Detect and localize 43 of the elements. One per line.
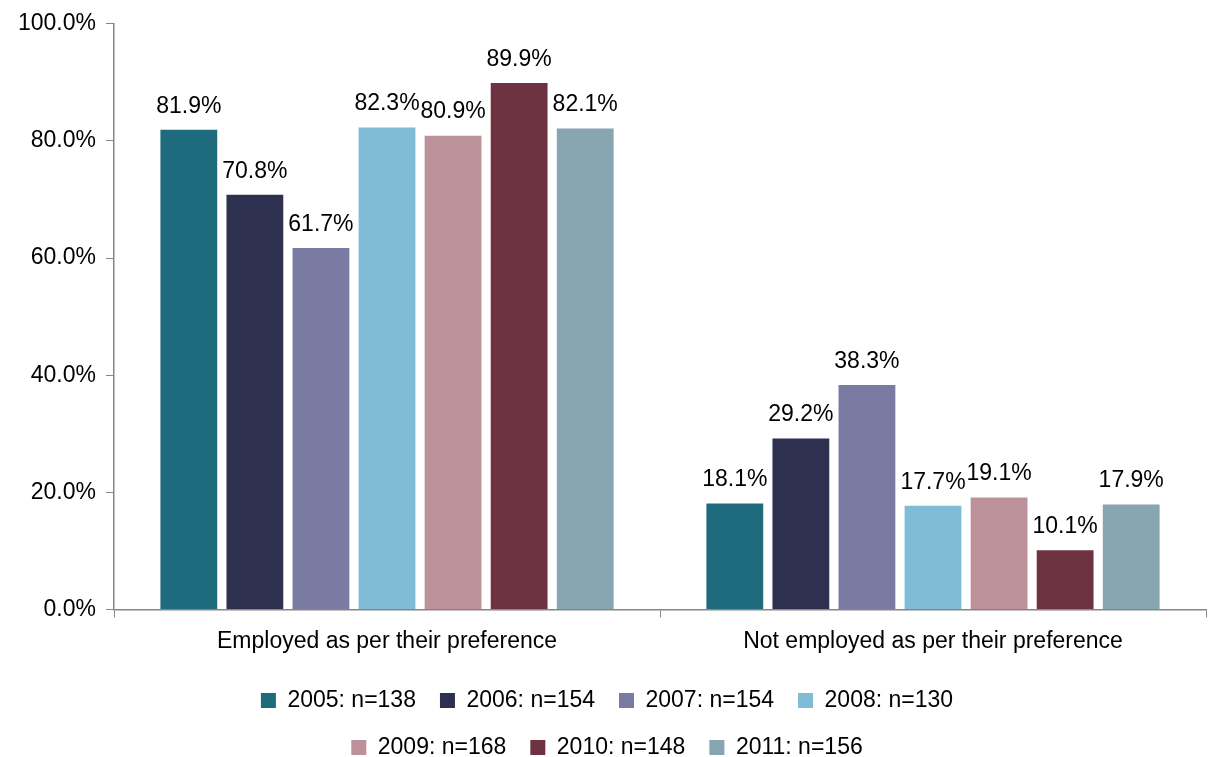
bar xyxy=(1102,504,1160,609)
y-tick-label: 100.0% xyxy=(17,9,97,36)
legend-label: 2010: n=148 xyxy=(556,732,686,757)
bar xyxy=(424,135,482,609)
bar xyxy=(226,194,284,609)
legend-label: 2007: n=154 xyxy=(645,685,775,712)
y-tick-label: 40.0% xyxy=(30,360,97,387)
data-label: 10.1% xyxy=(1032,512,1098,539)
bar xyxy=(838,385,896,609)
data-label: 18.1% xyxy=(702,465,768,492)
legend-label: 2009: n=168 xyxy=(377,732,507,757)
data-label: 17.7% xyxy=(900,467,966,494)
bar xyxy=(358,127,416,609)
y-tick-label: 20.0% xyxy=(30,477,97,504)
bar xyxy=(292,248,350,609)
legend-label: 2006: n=154 xyxy=(466,685,596,712)
data-label: 61.7% xyxy=(288,209,354,236)
data-label: 29.2% xyxy=(768,400,834,427)
legend-label: 2005: n=138 xyxy=(287,685,416,712)
data-label: 17.9% xyxy=(1098,466,1164,493)
data-label: 38.3% xyxy=(834,346,900,373)
bar xyxy=(556,128,614,609)
legend-label: 2011: n=156 xyxy=(735,732,863,757)
bar xyxy=(772,438,830,609)
data-label: 82.3% xyxy=(354,89,420,116)
data-label: 82.1% xyxy=(552,90,618,117)
bar xyxy=(1036,550,1094,609)
data-label: 19.1% xyxy=(966,459,1032,486)
data-label: 70.8% xyxy=(222,156,288,183)
bar xyxy=(904,505,962,609)
legend-label: 2008: n=130 xyxy=(824,685,954,712)
y-tick-label: 80.0% xyxy=(30,126,97,153)
data-label: 81.9% xyxy=(156,91,222,118)
data-label: 89.9% xyxy=(486,44,552,71)
bar xyxy=(490,82,548,609)
bar xyxy=(706,503,764,609)
y-tick-label: 60.0% xyxy=(30,243,97,270)
x-tick-label: Employed as per their preference xyxy=(216,626,558,653)
data-label: 80.9% xyxy=(420,97,486,124)
x-tick-label: Not employed as per their preference xyxy=(743,626,1123,653)
bar xyxy=(970,497,1028,609)
y-tick-label: 0.0% xyxy=(43,594,97,621)
bar xyxy=(160,129,218,609)
